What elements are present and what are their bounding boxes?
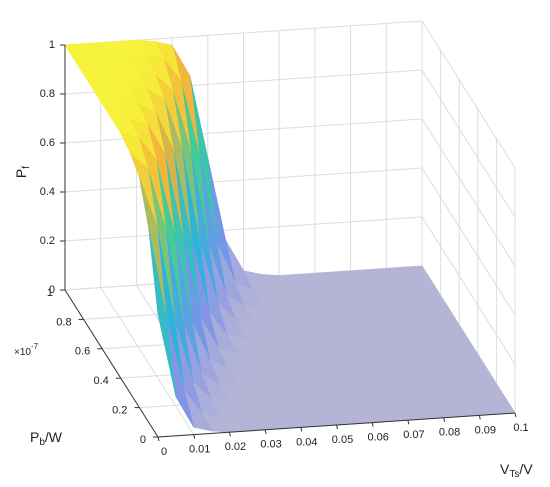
z-tick-label: 0.2 xyxy=(40,235,55,247)
x-tick-label: 0.04 xyxy=(296,436,317,448)
grid-line xyxy=(421,20,516,169)
x-tick-label: 0.05 xyxy=(332,434,353,446)
grid-line xyxy=(421,69,516,218)
x-tick xyxy=(478,415,481,420)
x-tick-label: 0.01 xyxy=(189,444,210,456)
y-tick-label: 0.4 xyxy=(94,375,109,387)
y-tick-label: 0 xyxy=(140,434,146,446)
x-tick xyxy=(336,424,338,430)
x-tick xyxy=(264,429,267,434)
z-tick-label: 0.6 xyxy=(40,137,55,149)
x-tick xyxy=(300,427,303,432)
z-tick-label: 0 xyxy=(49,284,55,296)
grid-line xyxy=(100,287,195,435)
axis-line xyxy=(64,289,159,438)
surface-patch xyxy=(148,228,177,397)
y-tick-label: 0.8 xyxy=(56,316,71,328)
z-tick-label: 0.8 xyxy=(40,88,55,100)
y-label-rest: /W xyxy=(45,429,63,445)
y-tick-label: 0.2 xyxy=(112,405,127,417)
y-label-base: P xyxy=(30,429,39,445)
x-tick-label: 0.02 xyxy=(225,441,246,453)
x-tick-label: 0.03 xyxy=(260,439,281,451)
x-tick xyxy=(193,434,196,439)
y-label-sub: b xyxy=(39,437,45,448)
z-tick-label: 0.4 xyxy=(40,186,55,198)
x-tick-label: 0.06 xyxy=(367,432,388,444)
y-multiplier-base: ×10 xyxy=(14,347,31,358)
x-label-base: V xyxy=(500,461,510,477)
x-tick xyxy=(407,420,410,425)
x-tick xyxy=(371,422,374,427)
grid-line xyxy=(421,216,516,365)
z-tick-label: 1 xyxy=(49,39,55,51)
x-tick-label: 0.09 xyxy=(475,424,496,436)
y-axis-label: Pb/W xyxy=(30,429,63,448)
x-tick xyxy=(157,436,160,442)
z-label-base: P xyxy=(13,169,29,178)
x-tick xyxy=(228,432,231,437)
grid-line xyxy=(64,216,423,242)
x-tick-label: 0.1 xyxy=(513,422,528,434)
y-multiplier-sup: -7 xyxy=(31,342,39,351)
y-tick-label: 1 xyxy=(47,287,53,299)
grid-line xyxy=(421,118,516,267)
x-tick-label: 0.08 xyxy=(439,427,460,439)
x-tick-label: 0 xyxy=(161,446,167,458)
grid-line xyxy=(421,167,516,316)
y-multiplier: ×10-7 xyxy=(14,342,39,358)
x-label-sub: Ts xyxy=(509,469,519,480)
z-label-sub: f xyxy=(21,166,32,169)
x-tick xyxy=(514,412,517,418)
z-axis-label: Pf xyxy=(13,166,32,178)
y-tick-label: 0.6 xyxy=(75,346,90,358)
x-tick-label: 0.07 xyxy=(403,429,424,441)
x-tick xyxy=(443,417,446,422)
x-label-rest: /V xyxy=(519,461,533,477)
axis-line xyxy=(157,412,516,438)
grid-line xyxy=(64,167,423,193)
x-axis-label: VTs/V xyxy=(500,461,533,480)
